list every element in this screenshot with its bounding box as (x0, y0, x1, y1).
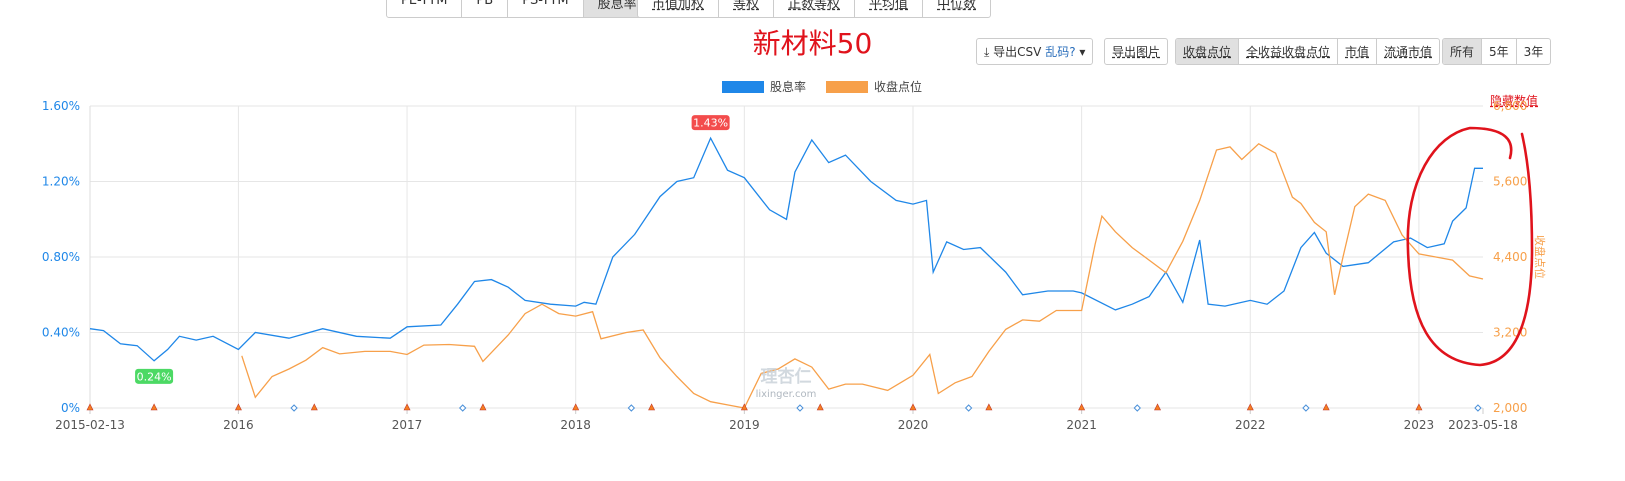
period-selector: 所有 5年 3年 (1442, 38, 1552, 65)
y-right-tick-label: 2,000 (1493, 401, 1527, 415)
event-marker-triangle (1246, 403, 1254, 411)
metric-option-1[interactable]: 全收益收盘点位 (1239, 39, 1339, 64)
event-marker-triangle (479, 403, 487, 411)
y-left-tick-label: 0.80% (42, 250, 80, 264)
event-marker-diamond (1133, 404, 1141, 412)
export-image-label: 导出图片 (1112, 45, 1161, 59)
event-marker-triangle (1154, 403, 1162, 411)
weighting-tab-2[interactable]: 正数等权 (774, 0, 856, 17)
min-value-label: 0.24% (137, 370, 172, 383)
event-marker-triangle (572, 403, 580, 411)
y-right-axis-label: 收盘点位 (1533, 235, 1547, 279)
event-marker-triangle (648, 403, 656, 411)
event-marker-triangle (150, 403, 158, 411)
chart-title: 新材料50 (752, 27, 873, 60)
y-left-tick-label: 0% (61, 401, 80, 415)
export-csv-label: 导出CSV (993, 45, 1042, 59)
event-marker-diamond (964, 404, 973, 412)
event-marker-triangle (310, 403, 318, 411)
event-marker-triangle (1322, 403, 1330, 411)
event-marker-triangle (1415, 403, 1423, 411)
legend-swatch-dividend (722, 80, 764, 93)
metric-tab-2[interactable]: PS-TTM (508, 0, 584, 17)
event-marker-triangle (909, 403, 917, 411)
metric-option-2[interactable]: 市值 (1338, 39, 1378, 64)
event-marker-triangle (816, 403, 824, 411)
event-marker-triangle (740, 403, 748, 411)
x-tick-label: 2015-02-13 (55, 418, 125, 432)
y-left-tick-label: 1.20% (42, 175, 80, 189)
x-tick-label: 2019 (729, 418, 760, 432)
period-option-2[interactable]: 3年 (1523, 45, 1544, 59)
watermark-text: 理杏仁 (761, 366, 812, 387)
min-value-badge (135, 368, 174, 384)
max-value-label: 1.43% (693, 117, 728, 130)
period-option-1[interactable]: 5年 (1482, 39, 1517, 64)
weighting-tab-1[interactable]: 等权 (719, 0, 775, 17)
x-tick-label: 2018 (560, 418, 591, 432)
x-tick-label: 2016 (223, 418, 254, 432)
hide-values-link[interactable]: 隐藏数值 (1490, 94, 1539, 108)
weighting-tab-4[interactable]: 中位数 (937, 0, 977, 12)
metric-option-3[interactable]: 流通市值 (1384, 45, 1433, 59)
event-marker-diamond (627, 404, 636, 412)
x-tick-label: 2021 (1066, 418, 1097, 432)
metric-tab-3[interactable]: 股息率 (583, 0, 651, 17)
x-tick-label: 2023 (1404, 418, 1435, 432)
y-right-tick-label: 4,400 (1493, 250, 1527, 264)
y-left-tick-label: 0.40% (42, 326, 80, 340)
y-right-tick-label: 6,800 (1493, 99, 1527, 113)
legend-label-close: 收盘点位 (874, 80, 923, 94)
max-value-badge (691, 115, 730, 131)
event-marker-triangle (1078, 403, 1086, 411)
caret-down-icon: ▾ (1079, 45, 1086, 59)
weighting-tab-group: 市值加权 等权 正数等权 平均值 中位数 (637, 0, 992, 18)
event-marker-triangle (234, 403, 242, 411)
x-tick-label: 2023-05-18 (1448, 418, 1518, 432)
event-marker-triangle (985, 403, 993, 411)
watermark-subtext: lixinger.com (756, 389, 817, 400)
garbled-link[interactable]: 乱码? (1045, 45, 1076, 59)
legend-item-dividend[interactable]: 股息率 (722, 78, 806, 95)
series-line-close (241, 143, 1484, 409)
event-marker-diamond (290, 404, 298, 412)
x-tick-label: 2020 (898, 418, 929, 432)
event-marker-diamond (1302, 404, 1310, 412)
event-marker-diamond (1474, 404, 1482, 412)
period-option-0[interactable]: 所有 (1443, 39, 1483, 64)
metric-option-0[interactable]: 收盘点位 (1176, 39, 1240, 64)
event-marker-diamond (796, 404, 804, 412)
series-line-dividend (89, 136, 1483, 362)
y-left-tick-label: 1.60% (42, 99, 80, 113)
legend-item-close[interactable]: 收盘点位 (826, 78, 922, 95)
weighting-tab-3[interactable]: 平均值 (855, 0, 924, 17)
weighting-tab-0[interactable]: 市值加权 (638, 0, 720, 17)
export-image-button[interactable]: 导出图片 (1104, 38, 1169, 65)
hand-drawn-circle-annotation (1406, 126, 1534, 367)
x-tick-label: 2022 (1235, 418, 1266, 432)
y-right-tick-label: 5,600 (1493, 175, 1527, 189)
chart-legend: 股息率 收盘点位 (722, 78, 942, 95)
metric-tab-group: PE-TTM PB PS-TTM 股息率 (386, 0, 652, 18)
event-marker-triangle (86, 403, 94, 411)
metric-tab-0[interactable]: PE-TTM (387, 0, 463, 17)
event-marker-triangle (403, 403, 411, 411)
export-csv-button[interactable]: ⤓ 导出CSV 乱码? ▾ (976, 38, 1094, 65)
metric-selector: 收盘点位 全收益收盘点位 市值 流通市值 (1175, 38, 1441, 65)
legend-swatch-close (826, 80, 869, 93)
legend-label-dividend: 股息率 (770, 80, 807, 94)
event-marker-diamond (458, 404, 467, 412)
x-tick-label: 2017 (392, 418, 423, 432)
download-icon: ⤓ (984, 45, 990, 59)
metric-tab-1[interactable]: PB (462, 0, 509, 17)
